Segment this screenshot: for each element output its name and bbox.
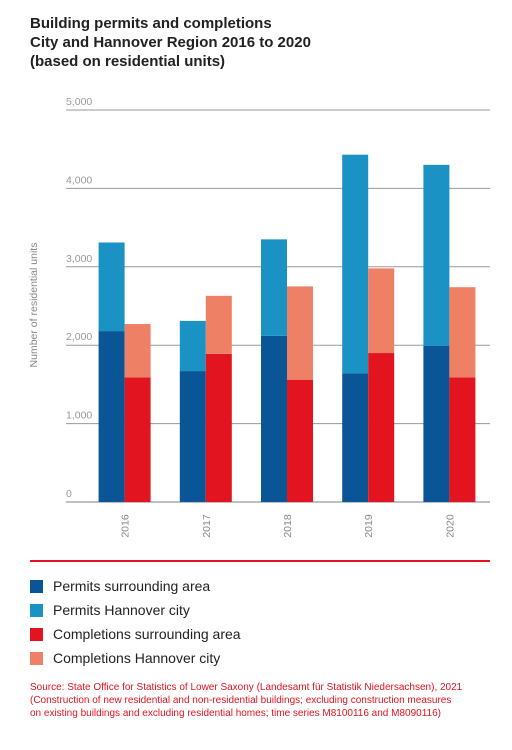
bar-permits-surrounding	[179, 371, 206, 502]
stacked-bar-chart: 0 1,000 2,000 3,000 4,000 5,000 2016 2017 2018 20…	[28, 96, 490, 538]
bar-completions-city	[205, 295, 232, 354]
legend-item-completions-city: Completions Hannover city	[30, 646, 241, 670]
bar-completions-surrounding	[368, 353, 395, 502]
y-tick-label: 3,000	[66, 253, 92, 265]
bars	[98, 154, 476, 502]
y-tick-label: 5,000	[66, 96, 92, 108]
bar-permits-city	[261, 239, 287, 336]
x-tick-label: 2018	[282, 514, 294, 538]
x-tick-label: 2020	[444, 514, 456, 538]
y-tick-label: 1,000	[66, 410, 92, 422]
bar-completions-surrounding	[124, 377, 151, 502]
chart-title: Building permits and completions City an…	[30, 14, 490, 71]
bar-completions-city	[287, 286, 313, 380]
legend-label: Completions surrounding area	[53, 626, 241, 642]
bar-completions-surrounding	[449, 377, 476, 502]
bar-permits-city	[423, 164, 450, 346]
x-tick-label: 2019	[363, 514, 375, 538]
legend-label: Permits Hannover city	[53, 602, 190, 618]
bar-permits-surrounding	[342, 373, 369, 502]
bar-permits-city	[179, 320, 206, 372]
bar-completions-city	[124, 324, 151, 378]
bar-completions-surrounding	[287, 379, 313, 502]
title-line-1: Building permits and completions	[30, 15, 272, 32]
bar-completions-city	[368, 268, 395, 354]
y-tick-label: 2,000	[66, 331, 92, 343]
bar-completions-surrounding	[205, 353, 232, 502]
legend-item-permits-city: Permits Hannover city	[30, 598, 241, 622]
legend-label: Completions Hannover city	[53, 650, 221, 666]
axis-labels: 0 1,000 2,000 3,000 4,000 5,000 2016 2017 2018 20…	[66, 96, 456, 538]
legend: Permits surrounding area Permits Hannove…	[30, 574, 241, 670]
legend-swatch	[30, 651, 43, 665]
legend-item-permits-surrounding: Permits surrounding area	[30, 574, 241, 598]
source-note: Source: State Office for Statistics of L…	[30, 681, 500, 720]
bar-permits-surrounding	[98, 331, 125, 502]
source-line-2: (Construction of new residential and non…	[30, 695, 452, 706]
bar-permits-surrounding	[261, 335, 287, 502]
x-tick-label: 2016	[120, 514, 132, 538]
bar-completions-city	[449, 287, 476, 378]
legend-swatch	[30, 627, 43, 641]
y-axis-label: Number of residential units	[28, 243, 40, 368]
legend-swatch	[30, 579, 43, 593]
legend-label: Permits surrounding area	[53, 578, 211, 594]
y-tick-label: 0	[66, 488, 72, 500]
legend-swatch	[30, 603, 43, 617]
x-tick-label: 2017	[201, 514, 213, 538]
legend-item-completions-surrounding: Completions surrounding area	[30, 622, 241, 646]
bar-permits-city	[342, 154, 369, 374]
bar-permits-city	[98, 242, 125, 332]
source-line-3: on existing buildings and excluding resi…	[30, 708, 441, 719]
source-line-1: Source: State Office for Statistics of L…	[30, 682, 463, 693]
bar-permits-surrounding	[423, 345, 450, 502]
title-line-2: City and Hannover Region 2016 to 2020	[30, 34, 311, 51]
divider-line	[30, 560, 490, 562]
title-line-3: (based on residential units)	[30, 53, 226, 70]
y-tick-label: 4,000	[66, 174, 92, 186]
